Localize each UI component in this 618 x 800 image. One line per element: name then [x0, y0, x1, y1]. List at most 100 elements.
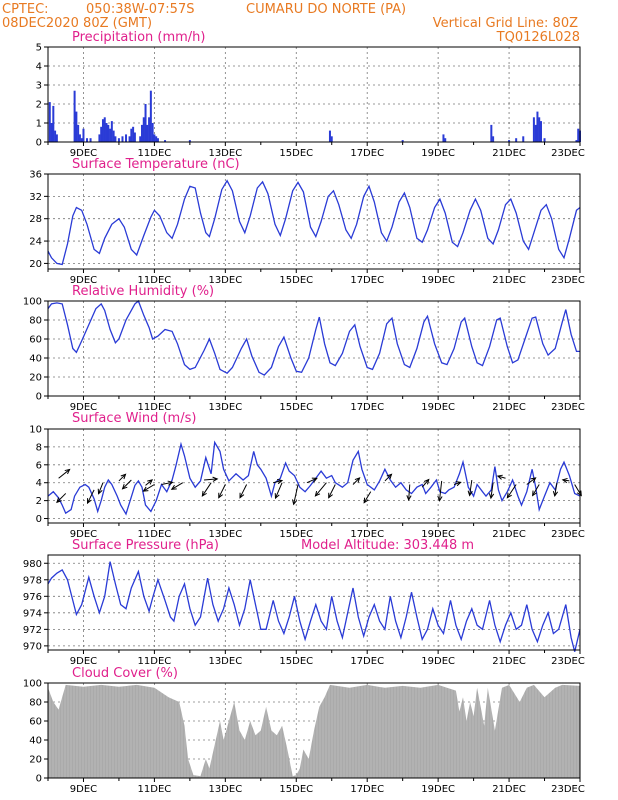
x-tick-label: 9DEC — [70, 402, 97, 413]
wind-arrowhead — [218, 492, 223, 499]
wind-arrowhead — [506, 492, 512, 499]
x-tick-label: 17DEC — [350, 656, 384, 667]
precip-bar — [444, 138, 447, 142]
wind-vector — [526, 477, 536, 485]
panel-title: Precipitation (mm/h) — [72, 30, 205, 45]
x-tick-label: 23DEC — [551, 148, 585, 159]
precip-bar — [132, 126, 135, 142]
wind-arrowhead — [142, 486, 149, 492]
wind-arrowhead — [386, 473, 393, 480]
wind-vector — [122, 479, 132, 490]
precip-bar — [78, 134, 81, 142]
panel-title: Surface Temperature (nC) — [72, 157, 240, 172]
wind-arrowhead — [496, 474, 503, 480]
precip-bar — [101, 119, 104, 142]
x-tick-label: 11DEC — [138, 656, 172, 667]
wind-vector — [532, 484, 540, 496]
precip-bar — [153, 134, 156, 142]
x-tick-label: 23DEC — [551, 402, 585, 413]
wind-vector — [204, 478, 218, 481]
header-location: CUMARU DO NORTE (PA) — [246, 2, 406, 17]
x-tick-label: 17DEC — [350, 529, 384, 540]
wind-arrowhead — [292, 499, 298, 506]
y-tick-label: 100 — [23, 679, 42, 690]
wind-vector — [506, 484, 517, 498]
y-tick-label: 80 — [29, 698, 42, 709]
wind-vector — [56, 493, 67, 503]
precip-bar — [442, 134, 445, 142]
x-tick-label: 13DEC — [208, 656, 242, 667]
x-tick-label: 23DEC — [551, 656, 585, 667]
y-tick-label: 4 — [36, 478, 42, 489]
wind-arrowhead — [239, 492, 245, 499]
x-tick-label: 19DEC — [421, 529, 455, 540]
wind-vector — [384, 473, 392, 482]
wind-vector — [145, 479, 153, 486]
wind-vector — [554, 482, 558, 496]
header-date: 08DEC2020 80Z (GMT) — [2, 16, 152, 31]
wind-arrowhead — [212, 476, 219, 482]
x-tick-label: 15DEC — [279, 656, 313, 667]
wind-vector — [87, 489, 95, 504]
wind-arrowhead — [97, 488, 103, 495]
precip-bar — [328, 130, 331, 142]
precip-bar — [534, 124, 537, 142]
panel-title: Relative Humidity (%) — [72, 284, 214, 299]
x-tick-label: 15DEC — [279, 148, 313, 159]
wind-arrowhead — [277, 479, 284, 485]
precip-bar — [114, 136, 117, 142]
wind-arrowhead — [328, 492, 333, 499]
y-tick-label: 5 — [36, 43, 42, 54]
wind-arrowhead — [437, 495, 443, 502]
panel-1: Surface Temperature (nC) 20 24 28 32 36 9DEC 11… — [29, 157, 585, 286]
x-tick-label: 13DEC — [208, 402, 242, 413]
wind-arrowhead — [532, 490, 538, 497]
x-tick-label: 21DEC — [492, 784, 526, 795]
wind-vector — [490, 482, 494, 499]
x-tick-label: 15DEC — [279, 402, 313, 413]
wind-vector — [363, 491, 372, 503]
wind-arrowhead — [530, 477, 537, 483]
precip-bar — [48, 102, 51, 142]
wind-vector — [218, 484, 226, 498]
precip-bar — [151, 123, 154, 142]
panel-title: Surface Wind (m/s) — [72, 411, 196, 426]
x-tick-label: 15DEC — [279, 784, 313, 795]
series-line — [47, 179, 581, 266]
wind-vector — [453, 481, 461, 485]
precip-bar — [112, 130, 115, 142]
y-tick-label: 60 — [29, 335, 42, 346]
x-tick-label: 15DEC — [279, 529, 313, 540]
y-tick-label: 60 — [29, 717, 42, 728]
precip-bar — [89, 138, 92, 142]
precip-bar — [155, 136, 158, 142]
wind-arrowhead — [120, 473, 127, 480]
y-tick-label: 20 — [29, 259, 42, 270]
precip-bar — [82, 128, 85, 142]
series-line — [47, 561, 581, 652]
y-tick-label: 978 — [23, 575, 42, 586]
series-line — [47, 299, 580, 376]
wind-arrowhead — [314, 490, 321, 497]
wind-arrowhead — [170, 484, 177, 490]
wind-vector — [469, 479, 473, 496]
wind-vector — [201, 482, 212, 497]
precip-bar — [149, 90, 152, 142]
y-tick-label: 970 — [23, 641, 42, 652]
panel-frame — [47, 428, 581, 524]
panel-title: Surface Pressure (hPa) — [72, 538, 219, 553]
panel-frame — [47, 46, 581, 143]
panel-0: Precipitation (mm/h) 0 1 2 3 4 5 9DEC 11DEC 13DEC… — [36, 30, 585, 159]
wind-arrowhead — [64, 468, 71, 475]
y-tick-label: 36 — [29, 170, 42, 181]
precip-bar — [577, 128, 580, 142]
x-tick-label: 19DEC — [421, 402, 455, 413]
precip-bar — [86, 138, 89, 142]
x-tick-label: 17DEC — [350, 148, 384, 159]
wind-arrowhead — [455, 481, 462, 487]
x-tick-label: 23DEC — [551, 784, 585, 795]
precip-bar — [54, 130, 57, 142]
x-tick-label: 21DEC — [492, 275, 526, 286]
precip-bar — [128, 136, 131, 142]
precip-bar — [80, 138, 83, 142]
